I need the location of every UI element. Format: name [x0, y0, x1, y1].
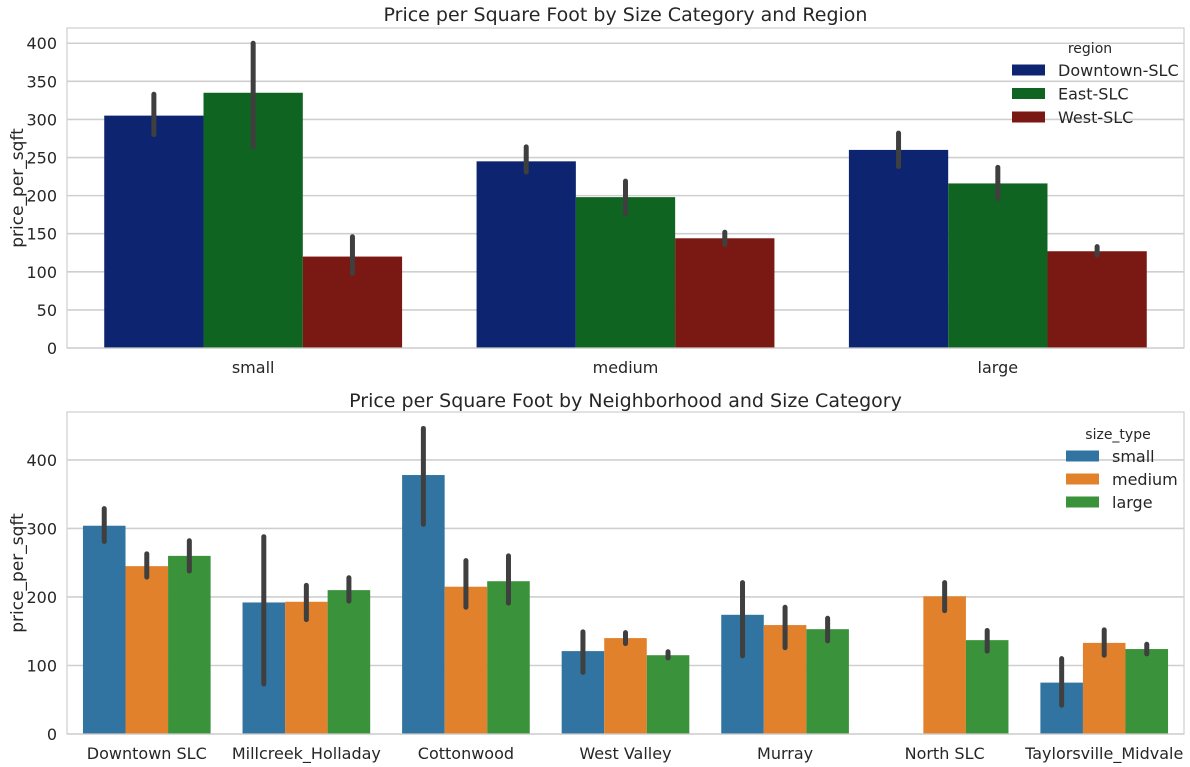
plot-frame — [66, 27, 1185, 349]
legend-title: region — [1068, 41, 1112, 57]
y-tick-label: 100 — [26, 656, 57, 675]
y-tick-label: 150 — [26, 225, 57, 244]
legend-label: East-SLC — [1058, 85, 1129, 104]
y-tick-label: 300 — [26, 110, 57, 129]
legend-label: medium — [1112, 470, 1178, 489]
legend-title: size_type — [1085, 427, 1150, 443]
y-tick-label: 250 — [26, 149, 57, 168]
x-tick-label: Murray — [757, 744, 813, 763]
bar-large — [168, 555, 211, 734]
legend: region Downtown-SLC East-SLC West-SLC — [1012, 41, 1179, 127]
y-tick-label: 300 — [26, 519, 57, 538]
bar-medium — [125, 566, 169, 734]
x-tick-label: Downtown SLC — [87, 744, 207, 763]
bar-medium — [604, 638, 647, 734]
bar-west-slc — [1047, 251, 1147, 348]
y-tick-label: 50 — [37, 301, 57, 320]
y-tick-label: 200 — [26, 187, 57, 206]
y-axis-label: price_per_sqft — [8, 128, 28, 248]
legend-swatch — [1066, 496, 1099, 508]
y-tick-label: 100 — [26, 263, 57, 282]
bar-large — [327, 590, 371, 734]
bar-downtown-slc — [476, 161, 576, 348]
legend-label: small — [1112, 447, 1155, 466]
x-tick-label: Cottonwood — [418, 744, 514, 763]
plot-frame — [66, 411, 1185, 735]
bar-large — [1125, 649, 1169, 734]
x-tick-label: small — [232, 358, 275, 377]
y-tick-label: 0 — [47, 339, 57, 358]
chart-title: Price per Square Foot by Size Category a… — [384, 4, 868, 26]
x-tick-label: large — [978, 358, 1019, 377]
bar-medium — [444, 586, 488, 734]
bar-large — [965, 640, 1009, 734]
legend-swatch — [1012, 64, 1045, 76]
y-tick-label: 400 — [26, 34, 57, 53]
legend-label: West-SLC — [1058, 108, 1133, 127]
chart-1: 0 50 100 150 200 250 300 350 400 small medium large… — [8, 4, 1185, 377]
y-tick-label: 200 — [26, 588, 57, 607]
y-tick-label: 400 — [26, 451, 57, 470]
legend-swatch — [1066, 450, 1099, 462]
legend-swatch — [1012, 88, 1045, 99]
y-tick-label: 350 — [26, 72, 57, 91]
x-tick-label: Taylorsville_Midvale — [1024, 744, 1183, 764]
bar-east-slc — [948, 183, 1048, 348]
bar-large — [646, 655, 690, 734]
legend-swatch — [1012, 111, 1045, 123]
legend-swatch — [1066, 473, 1099, 485]
bar-medium — [1082, 642, 1126, 734]
y-tick-label: 0 — [47, 725, 57, 744]
bar-medium — [285, 601, 328, 734]
y-axis-label: price_per_sqft — [8, 513, 28, 633]
x-tick-label: medium — [593, 358, 659, 377]
legend-label: large — [1112, 493, 1153, 512]
bar-large — [487, 581, 530, 734]
chart-2: 0 100 200 300 400 Downtown SLC Millcreek_Holla… — [8, 390, 1185, 764]
bar-downtown-slc — [848, 149, 949, 348]
bar-downtown-slc — [104, 115, 204, 348]
bar-west-slc — [675, 238, 775, 348]
bar-east-slc — [575, 197, 676, 348]
legend-label: Downtown-SLC — [1058, 61, 1179, 80]
x-tick-label: West Valley — [579, 744, 671, 763]
bar-medium — [923, 596, 966, 734]
x-tick-label: Millcreek_Holladay — [232, 744, 381, 764]
chart-title: Price per Square Foot by Neighborhood an… — [349, 390, 902, 412]
x-tick-label: North SLC — [905, 744, 985, 763]
bar-large — [806, 629, 849, 734]
bar-small — [82, 525, 126, 734]
